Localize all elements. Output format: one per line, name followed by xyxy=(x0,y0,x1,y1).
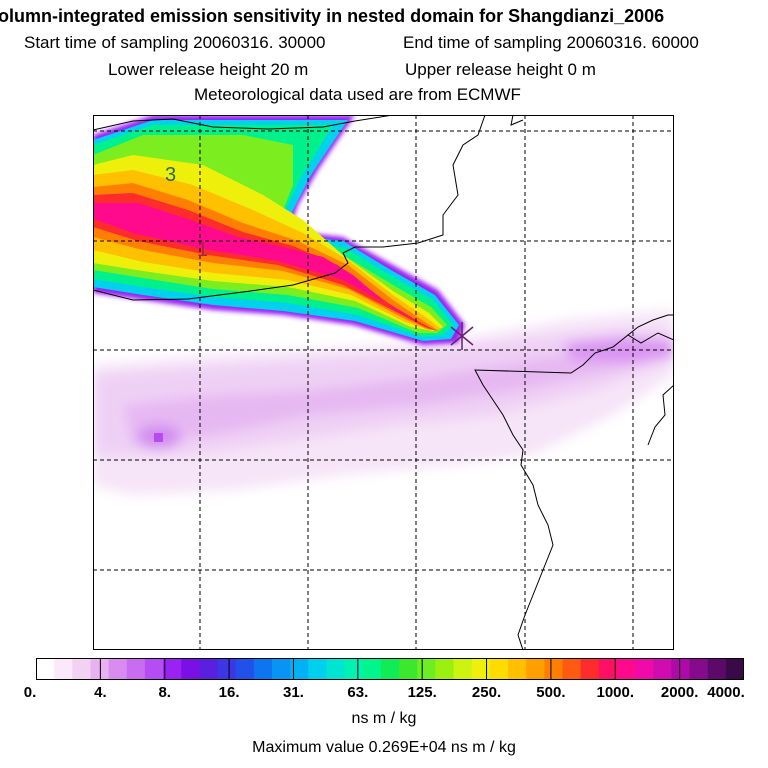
colorbar-segment xyxy=(580,658,600,680)
colorbar-segment xyxy=(725,658,745,680)
contour-label-3: 3 xyxy=(165,164,176,186)
colorbar-segment xyxy=(453,658,473,680)
colorbar-segment xyxy=(562,658,582,680)
colorbar-segment xyxy=(489,658,509,680)
colorbar-segment xyxy=(616,658,636,680)
colorbar-segment xyxy=(362,658,382,680)
colorbar-segment xyxy=(108,658,128,680)
colorbar-tick-label: 31. xyxy=(283,684,304,701)
end-time-label: End time of sampling 20060316. 60000 xyxy=(403,33,699,52)
colorbar-segment xyxy=(526,658,545,680)
colorbar-segment xyxy=(235,658,255,680)
colorbar-segment xyxy=(308,658,328,680)
colorbar-segment xyxy=(417,658,436,680)
colorbar-segment xyxy=(471,658,491,680)
colorbar-segment xyxy=(54,658,73,680)
colorbar-segment xyxy=(199,658,219,680)
local-maximum-spot xyxy=(154,433,163,442)
colorbar-border xyxy=(36,658,744,680)
colorbar-segment xyxy=(653,658,672,680)
colorbar-segment xyxy=(344,658,364,680)
colorbar-segment xyxy=(253,658,273,680)
colorbar-segment xyxy=(380,658,400,680)
colorbar-segment xyxy=(126,658,146,680)
colorbar-segment xyxy=(399,658,418,680)
colorbar-tick-label: 63. xyxy=(347,684,369,701)
colorbar-segment xyxy=(217,658,237,680)
colorbar-tick-label: 4. xyxy=(94,684,107,701)
colorbar-segment xyxy=(435,658,455,680)
colorbar-tick-label: 4000. xyxy=(707,684,745,701)
lat-lon-grid xyxy=(93,115,674,650)
colorbar-tick-label: 2000. xyxy=(660,684,699,701)
upper-release-height-label: Upper release height 0 m xyxy=(405,60,596,79)
colorbar-tick-label: 1000. xyxy=(596,684,635,701)
colorbar-segment xyxy=(707,658,727,680)
colorbar-segment xyxy=(290,658,309,680)
colorbar-segment xyxy=(508,658,527,680)
colorbar xyxy=(36,658,745,680)
colorbar-segment xyxy=(635,658,654,680)
lower-release-height-label: Lower release height 20 m xyxy=(108,60,309,79)
low-sensitivity-field xyxy=(93,310,674,495)
colorbar-tick-label: 16. xyxy=(218,684,240,701)
colorbar-tick-label: 250. xyxy=(471,684,502,701)
maximum-value-label: Maximum value 0.269E+04 ns m / kg xyxy=(252,739,516,756)
release-point-cross xyxy=(450,322,474,350)
colorbar-segment xyxy=(144,658,164,680)
colorbar-segment xyxy=(544,658,564,680)
colorbar-segment xyxy=(163,658,182,680)
colorbar-segment xyxy=(72,658,92,680)
colorbar-segment xyxy=(272,658,291,680)
colorbar-segment xyxy=(671,658,691,680)
colorbar-tick-label: 125. xyxy=(407,684,437,701)
sensitivity-plume xyxy=(93,115,465,345)
colorbar-segment xyxy=(181,658,200,680)
emission-sensitivity-map: 3 1 xyxy=(93,115,674,650)
plot-title: olumn-integrated emission sensitivity in… xyxy=(0,6,665,26)
colorbar-tick-label: 500. xyxy=(536,684,566,701)
colorbar-segment xyxy=(598,658,618,680)
start-time-label: Start time of sampling 20060316. 30000 xyxy=(24,33,326,52)
contour-label-1: 1 xyxy=(197,239,208,261)
colorbar-segment xyxy=(36,658,55,680)
colorbar-tick-label: 0. xyxy=(23,684,37,701)
colorbar-tick-label: 8. xyxy=(158,684,171,701)
colorbar-segment xyxy=(689,658,709,680)
met-data-label: Meteorological data used are from ECMWF xyxy=(194,85,521,104)
colorbar-segment xyxy=(326,658,346,680)
colorbar-segment xyxy=(90,658,110,680)
colorbar-units: ns m / kg xyxy=(351,710,417,727)
